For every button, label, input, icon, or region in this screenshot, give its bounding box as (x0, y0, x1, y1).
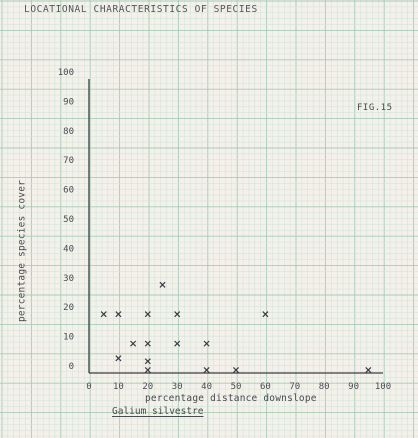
data-point (232, 367, 240, 374)
x-tick-label: 90 (348, 382, 359, 392)
figure-label: FIG.15 (357, 103, 393, 113)
y-tick-label: 50 (63, 215, 74, 225)
y-tick-label: 60 (63, 186, 74, 196)
y-axis-title: percentage species cover (16, 179, 28, 323)
data-point (365, 367, 372, 374)
y-tick-label: 100 (58, 68, 74, 78)
y-tick-label: 10 (63, 333, 74, 343)
x-tick-label: 50 (231, 382, 242, 392)
species-name-text: Galium silvestre (112, 406, 204, 417)
data-point (100, 311, 107, 318)
x-tick-label: 40 (201, 382, 212, 392)
data-point (174, 340, 181, 347)
y-tick-label: 70 (63, 156, 74, 166)
data-point (203, 340, 210, 347)
data-point (115, 311, 122, 318)
data-point (130, 340, 137, 347)
x-tick-label: 60 (260, 382, 271, 392)
y-tick-label: 20 (63, 303, 74, 313)
data-point (174, 311, 181, 318)
data-points (100, 281, 372, 374)
x-tick-label: 10 (113, 382, 124, 392)
data-point (115, 355, 122, 362)
data-point (144, 311, 151, 318)
y-tick-label: 0 (69, 362, 74, 372)
x-tick-label: 70 (289, 382, 300, 392)
x-tick-label: 80 (319, 382, 330, 392)
x-tick-label: 20 (142, 382, 153, 392)
x-axis-title: percentage distance downslope (145, 393, 317, 404)
data-point (144, 358, 151, 365)
y-tick-label: 30 (63, 274, 74, 284)
x-tick-labels: 0 10 20 30 40 50 60 70 80 90 100 (86, 382, 391, 392)
y-tick-label: 40 (63, 244, 74, 254)
data-point (144, 340, 151, 347)
x-tick-label: 30 (172, 382, 183, 392)
data-point (144, 367, 151, 374)
data-point (203, 367, 210, 374)
x-tick-label: 0 (86, 382, 91, 392)
data-point (262, 311, 269, 318)
y-tick-label: 80 (63, 127, 74, 137)
data-point (159, 281, 166, 288)
x-tick-label: 100 (375, 382, 391, 392)
page-title: LOCATIONAL CHARACTERISTICS OF SPECIES (24, 4, 258, 15)
species-name: Galium silvestre (112, 406, 204, 417)
y-tick-label: 90 (63, 97, 74, 107)
